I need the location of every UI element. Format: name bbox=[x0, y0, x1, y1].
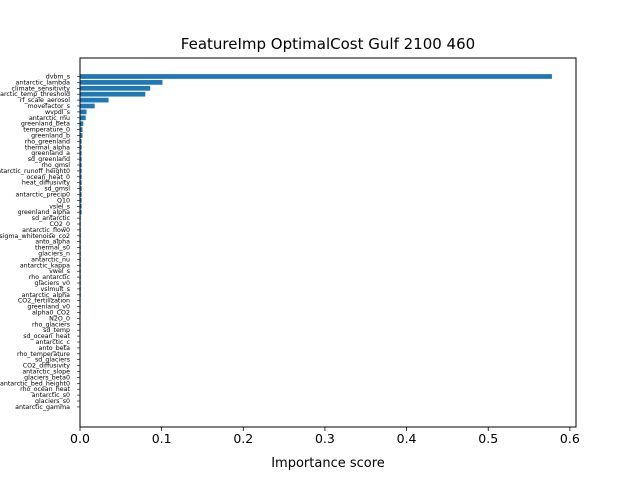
y-tick-label: rho_gmsl bbox=[41, 162, 70, 169]
bar-antarctic_runoff_height0 bbox=[80, 168, 82, 174]
bar-greenland_alpha bbox=[80, 209, 82, 215]
y-tick-label: greenland_b bbox=[31, 133, 70, 140]
y-tick-label: vwel_s bbox=[49, 268, 70, 275]
y-tick-label: movefactor_s bbox=[28, 103, 70, 110]
y-tick-label: wvpdl_s bbox=[45, 109, 70, 116]
y-tick-label: sd_ocean_heat bbox=[23, 333, 70, 340]
y-tick-label: greenland_beta bbox=[21, 121, 70, 128]
y-tick-label: glaciers_v0 bbox=[35, 280, 70, 287]
y-tick-label: ocean_heat_0 bbox=[26, 174, 70, 181]
y-tick-label: antarctic_flow0 bbox=[22, 227, 70, 234]
bar-heat_diffusivity bbox=[80, 180, 82, 186]
y-tick-label: antarctic_temp_threshold bbox=[0, 91, 70, 98]
y-tick-label: rho_antarctic bbox=[29, 274, 71, 281]
bar-wvpdl_s bbox=[80, 109, 87, 115]
y-tick-labels: dvbm_santarctic_lambdaclimate_sensitivit… bbox=[0, 74, 80, 411]
bar-antarctic_precip0 bbox=[80, 192, 82, 197]
y-tick-label: sd_gmsl bbox=[44, 186, 70, 193]
y-tick-label: thermal_s0 bbox=[35, 245, 70, 252]
y-tick-label: temperature_0 bbox=[23, 127, 70, 134]
bar-climate_sensitivity bbox=[80, 85, 151, 91]
y-tick-label: Q10 bbox=[57, 197, 70, 204]
bar-rho_gmsl bbox=[80, 162, 82, 168]
y-tick-label: antarctic_mu bbox=[29, 115, 70, 122]
bar-sd_gmsl bbox=[80, 186, 82, 191]
x-tick-label: 0.2 bbox=[233, 431, 253, 446]
y-tick-label: dvbm_s bbox=[46, 74, 70, 81]
plot-frame bbox=[79, 57, 577, 428]
bar-antarctic_mu bbox=[80, 115, 86, 121]
y-tick-label: rho_greenland bbox=[25, 138, 70, 145]
x-tick-label: 0.1 bbox=[152, 431, 172, 446]
y-tick-label: antarctic_nu bbox=[31, 256, 70, 263]
chart-title: FeatureImp OptimalCost Gulf 2100 460 bbox=[181, 35, 475, 53]
x-tick-label: 0.0 bbox=[70, 431, 90, 446]
bar-group bbox=[80, 74, 552, 410]
x-tick-label: 0.6 bbox=[560, 431, 580, 446]
y-tick-label: rho_glaciers bbox=[32, 321, 70, 328]
y-tick-label: antarctic_gamma bbox=[15, 404, 70, 411]
x-tick-label: 0.3 bbox=[315, 431, 335, 446]
bar-temperature_0 bbox=[80, 127, 83, 132]
y-tick-label: antarctic_alpha bbox=[22, 292, 71, 299]
y-tick-label: heat_diffusivity bbox=[22, 180, 70, 187]
y-tick-label: rho_ocean_heat bbox=[20, 386, 70, 393]
bar-rho_greenland bbox=[80, 139, 82, 144]
y-tick-label: greenland_a bbox=[31, 150, 70, 157]
y-tick-label: rf_scale_aerosol bbox=[20, 97, 70, 104]
y-tick-label: sd_greenland bbox=[28, 156, 70, 163]
y-tick-label: greenland_alpha bbox=[18, 209, 71, 216]
y-tick-label: glaciers_n bbox=[38, 251, 70, 258]
bar-vslel_s bbox=[80, 203, 82, 209]
bar-greenland_b bbox=[80, 133, 83, 138]
y-tick-label: sd_antarctic bbox=[32, 215, 71, 222]
y-tick-label: thermal_alpha bbox=[25, 144, 70, 151]
y-tick-label: antarctic_runoff_height0 bbox=[0, 168, 70, 175]
bar-sd_greenland bbox=[80, 156, 82, 162]
bar-rf_scale_aerosol bbox=[80, 97, 109, 103]
y-tick-label: antarctic_slope bbox=[22, 369, 70, 376]
y-tick-label: sd_glaciers bbox=[35, 357, 70, 364]
bar-Q10 bbox=[80, 198, 82, 203]
bar-movefactor_s bbox=[80, 103, 95, 109]
y-tick-label: vslmult_s bbox=[40, 286, 70, 293]
y-tick-label: glaciers_beta0 bbox=[24, 374, 70, 381]
y-tick-label: vslel_s bbox=[49, 203, 70, 210]
y-tick-label: anto_beta bbox=[38, 345, 70, 352]
y-tick-label: CO2_diffusivity bbox=[23, 363, 71, 370]
y-tick-label: antarctic_lambda bbox=[15, 79, 70, 86]
y-tick-label: CO2_fertilization bbox=[18, 298, 70, 305]
x-tick-label: 0.5 bbox=[478, 431, 498, 446]
y-tick-label: sd_temp bbox=[43, 327, 70, 334]
y-tick-label: CO2_0 bbox=[49, 221, 70, 228]
y-tick-label: antarctic_precip0 bbox=[16, 192, 70, 199]
bar-antarctic_temp_threshold bbox=[80, 91, 146, 97]
y-tick-label: N2O_0 bbox=[49, 315, 70, 322]
bar-ocean_heat_0 bbox=[80, 174, 82, 180]
y-tick-label: antarctic_bed_height0 bbox=[0, 380, 70, 387]
bar-dvbm_s bbox=[80, 74, 552, 79]
y-tick-label: antarctic_kappa bbox=[20, 262, 70, 269]
y-tick-label: antarctic_s0 bbox=[32, 392, 70, 399]
bar-greenland_beta bbox=[80, 121, 84, 127]
y-tick-label: rho_temperature bbox=[17, 351, 70, 358]
bar-antarctic_lambda bbox=[80, 80, 163, 85]
bar-greenland_a bbox=[80, 150, 82, 156]
y-tick-label: anto_alpha bbox=[35, 239, 70, 246]
y-tick-label: sigma_whitenoise_co2 bbox=[0, 233, 70, 240]
bar-thermal_alpha bbox=[80, 144, 82, 150]
x-axis-ticks: 0.0 0.1 0.2 0.3 0.4 0.5 0.6 bbox=[70, 427, 580, 446]
y-tick-label: climate_sensitivity bbox=[11, 85, 70, 92]
y-tick-label: antarctic_c bbox=[36, 339, 71, 346]
y-tick-label: greenland_v0 bbox=[27, 304, 70, 311]
x-axis-label: Importance score bbox=[271, 456, 385, 471]
y-tick-label: alpha0_CO2 bbox=[32, 310, 70, 317]
y-tick-label: glaciers_s0 bbox=[35, 398, 70, 405]
x-tick-label: 0.4 bbox=[397, 431, 417, 446]
